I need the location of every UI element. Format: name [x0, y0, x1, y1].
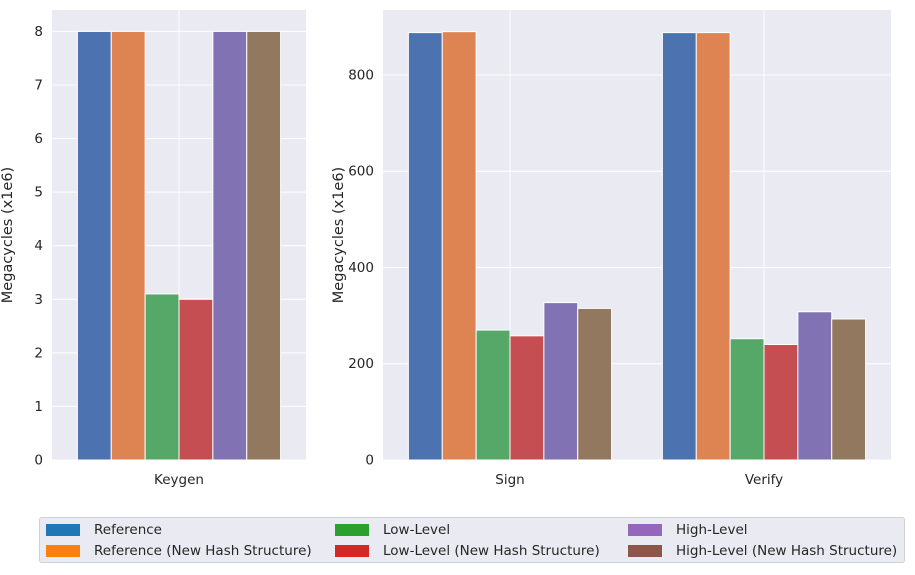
bar-low-level-sign [475, 329, 511, 461]
bar-reference-new-hash-structure-keygen [110, 30, 146, 461]
legend-label-reference: Reference [94, 522, 162, 538]
y-tick-label: 4 [34, 238, 43, 254]
bar-high-level-new-hash-structure-keygen [246, 30, 282, 461]
bar-reference-new-hash-structure-verify [695, 32, 731, 461]
legend-item-low-level-new-hash: Low-Level (New Hash Structure) [335, 541, 600, 561]
y-tick-label: 6 [34, 131, 43, 147]
y-axis-label: Megacycles (x1e6) [331, 167, 347, 303]
legend-item-reference: Reference [46, 520, 162, 540]
y-tick-label: 8 [34, 24, 43, 40]
legend-swatch-low-level [335, 524, 369, 536]
legend-item-high-level-new-hash: High-Level (New Hash Structure) [628, 541, 897, 561]
chart-panel-1: 0 1 2 3 4 5 6 7 8 Keygen Megacycles (x1e6) [0, 10, 306, 488]
x-tick-label: Verify [745, 472, 783, 488]
legend-label-high-level-new-hash: High-Level (New Hash Structure) [676, 543, 898, 559]
legend-label-low-level: Low-Level [383, 522, 451, 538]
bar-low-level-new-hash-structure-keygen [178, 298, 214, 461]
y-tick-label: 0 [365, 453, 374, 469]
bar-reference-keygen [76, 30, 112, 461]
legend-swatch-low-level-new-hash [335, 545, 369, 557]
y-tick-label: 800 [348, 67, 374, 83]
y-axis-label: Megacycles (x1e6) [0, 167, 16, 303]
y-tick-label: 3 [34, 292, 43, 308]
bar-high-level-keygen [212, 30, 248, 461]
bar-low-level-new-hash-structure-verify [763, 343, 799, 461]
y-tick-label: 200 [348, 356, 374, 372]
y-tick-label: 1 [34, 399, 43, 415]
x-tick-label: Sign [495, 472, 524, 488]
legend-swatch-high-level-new-hash [628, 545, 662, 557]
x-tick-label: Keygen [154, 472, 204, 488]
y-tick-label: 400 [348, 260, 374, 276]
legend: Reference Reference (New Hash Structure)… [39, 517, 905, 563]
legend-item-low-level: Low-Level [335, 520, 450, 540]
y-tick-label: 7 [34, 78, 43, 94]
bar-low-level-verify [729, 338, 765, 461]
legend-swatch-reference-new-hash [46, 545, 80, 557]
legend-swatch-reference [46, 524, 80, 536]
bar-reference-new-hash-structure-sign [441, 31, 477, 461]
legend-label-reference-new-hash: Reference (New Hash Structure) [94, 543, 312, 559]
bar-low-level-keygen [144, 293, 180, 461]
legend-item-reference-new-hash: Reference (New Hash Structure) [46, 541, 312, 561]
bar-high-level-new-hash-structure-verify [831, 318, 867, 461]
bar-high-level-new-hash-structure-sign [577, 307, 613, 461]
legend-label-high-level: High-Level [676, 522, 748, 538]
y-tick-label: 2 [34, 345, 43, 361]
bar-reference-verify [661, 32, 697, 461]
bar-high-level-verify [797, 311, 833, 461]
bar-low-level-new-hash-structure-sign [509, 335, 545, 461]
y-tick-label: 5 [34, 185, 43, 201]
bar-reference-sign [407, 32, 443, 461]
legend-item-high-level: High-Level [628, 520, 748, 540]
y-tick-label: 0 [34, 453, 43, 469]
legend-swatch-high-level [628, 524, 662, 536]
legend-label-low-level-new-hash: Low-Level (New Hash Structure) [383, 543, 600, 559]
chart-panel-2: 0 200 400 600 800 Sign Verify Megacycles (x1e6) [331, 10, 891, 488]
bar-high-level-sign [543, 302, 579, 461]
y-tick-label: 600 [348, 164, 374, 180]
